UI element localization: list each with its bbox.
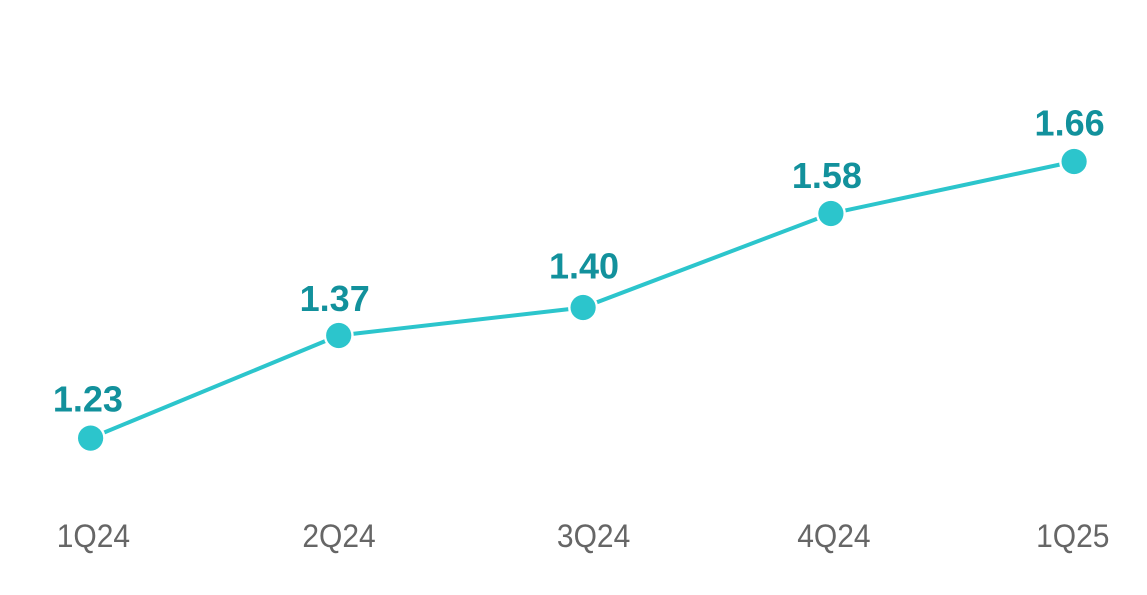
svg-text:1.23: 1.23: [53, 379, 123, 420]
svg-text:1Q24: 1Q24: [57, 518, 130, 554]
svg-text:1.40: 1.40: [549, 245, 619, 286]
svg-text:2Q24: 2Q24: [302, 518, 375, 554]
svg-text:1.66: 1.66: [1035, 102, 1105, 143]
svg-text:4Q24: 4Q24: [797, 518, 870, 554]
svg-text:1.58: 1.58: [792, 155, 862, 196]
svg-text:3Q24: 3Q24: [557, 518, 630, 554]
svg-text:1Q25: 1Q25: [1036, 518, 1109, 554]
svg-text:1.37: 1.37: [300, 278, 370, 319]
